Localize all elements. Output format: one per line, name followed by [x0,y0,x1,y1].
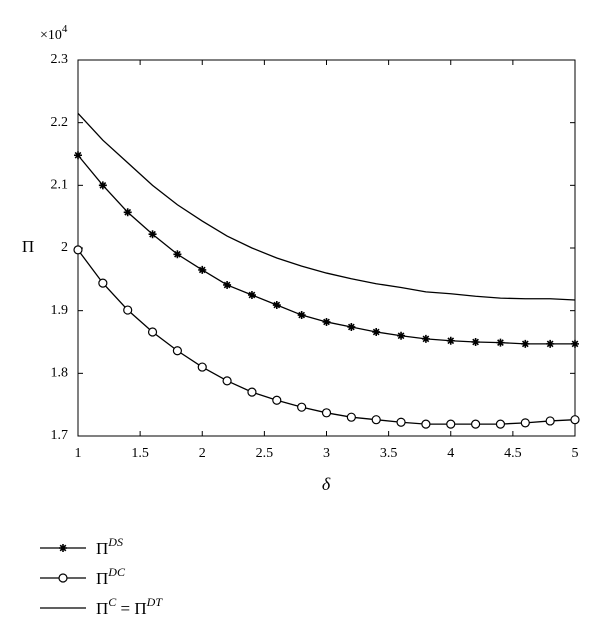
y-tick-label: 1.7 [51,428,69,443]
marker [346,412,356,422]
x-tick-label: 2 [199,446,206,461]
x-tick-label: 3 [323,446,330,461]
marker [421,419,431,429]
marker [198,265,207,274]
x-tick-label: 5 [572,446,579,461]
marker [247,387,257,397]
y-tick-label: 1.8 [51,366,69,381]
y-tick-label: 2.2 [51,115,69,130]
marker [446,336,455,345]
marker [147,327,158,337]
marker [98,278,108,288]
y-multiplier: ×104 [40,23,68,44]
marker [98,181,107,190]
x-tick-label: 4.5 [504,446,522,461]
marker [74,151,82,160]
marker [495,419,506,429]
marker [396,417,406,427]
marker [297,402,307,412]
y-tick-label: 2 [61,240,68,255]
legend-text: = Π [116,599,146,618]
x-tick-label: 2.5 [256,446,274,461]
marker [546,339,555,348]
marker [321,408,332,418]
legend-label: ΠC = ΠDT [96,595,163,618]
legend-text: Π [96,539,108,558]
x-tick-label: 1.5 [131,446,149,461]
marker [297,311,306,320]
y-axis-label: Π [22,237,34,256]
marker [521,339,530,348]
marker [123,208,132,217]
marker [222,376,232,386]
marker [223,280,232,289]
x-tick-label: 3.5 [380,446,398,461]
marker [148,230,157,239]
marker [446,419,456,429]
legend-sup: C [108,595,117,609]
marker [570,415,580,425]
marker [421,334,430,343]
legend-sup: DT [146,595,164,609]
marker [520,418,530,428]
marker [545,416,555,426]
marker [322,317,331,326]
x-tick-label: 1 [75,446,82,461]
legend-entry: ΠDS [40,535,123,558]
series-line [77,112,576,301]
legend-entry: ΠC = ΠDT [40,595,163,618]
marker [173,250,182,259]
series-line [77,249,576,425]
plot-frame [77,59,576,437]
marker [471,419,481,429]
y-tick-label: 1.9 [51,303,69,318]
marker [347,322,356,331]
legend-label: ΠDS [96,535,123,558]
marker [372,327,381,336]
marker [571,339,579,348]
marker [123,305,133,315]
marker [471,338,480,346]
legend-marker [58,573,68,583]
y-tick-label: 2.3 [51,52,69,67]
x-tick-label: 4 [447,446,454,461]
marker [272,301,281,310]
legend-label: ΠDC [96,565,126,588]
multiplier-exponent: 4 [62,23,68,35]
marker [397,331,406,340]
x-axis-label: δ [322,474,331,494]
legend-text: Π [96,569,108,588]
marker [272,395,282,405]
marker [496,338,505,347]
legend-entry: ΠDC [40,565,126,588]
marker [197,362,207,372]
marker [172,346,182,356]
legend-marker [59,544,67,552]
multiplier-base: ×10 [40,28,62,43]
series-line [77,154,575,345]
marker [247,291,256,299]
y-tick-label: 2.1 [51,178,69,193]
legend-text: Π [96,599,108,618]
marker [73,245,83,255]
legend-sup: DS [107,535,123,549]
marker [371,415,381,425]
legend-sup: DC [107,565,126,579]
